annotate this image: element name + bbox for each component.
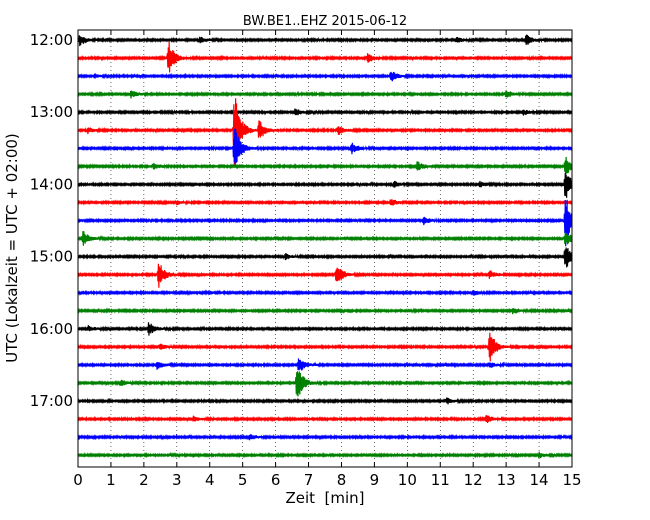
trace-row-12 (77, 247, 573, 268)
trace-row-18 (77, 358, 573, 371)
trace-row-7 (77, 156, 573, 175)
y-tick-label: 15:00 (30, 248, 73, 266)
seismogram-traces (77, 34, 573, 459)
y-tick-label: 13:00 (30, 103, 73, 121)
x-tick-label: 5 (238, 471, 248, 489)
trace-row-5 (77, 98, 573, 167)
x-tick-label: 9 (370, 471, 380, 489)
x-axis-label: Zeit [min] (285, 489, 364, 507)
y-tick-label: 14:00 (30, 175, 73, 193)
trace-row-22 (77, 433, 573, 441)
trace-row-20 (77, 397, 573, 405)
trace-row-21 (77, 414, 573, 424)
trace-row-19 (77, 371, 573, 397)
trace-row-4 (77, 108, 573, 116)
trace-row-16 (77, 322, 573, 336)
x-tick-label: 1 (106, 471, 116, 489)
trace-row-17 (77, 332, 573, 362)
x-tick-label: 11 (431, 471, 450, 489)
x-tick-label: 10 (398, 471, 417, 489)
trace-row-15 (77, 307, 573, 315)
trace-row-14 (77, 289, 573, 297)
trace-row-6 (77, 128, 573, 166)
x-tick-label: 4 (205, 471, 215, 489)
x-gridlines (110, 30, 540, 467)
trace-row-2 (77, 71, 573, 82)
trace-row-1 (77, 41, 573, 73)
chart-title: BW.BE1..EHZ 2015-06-12 (243, 14, 407, 29)
x-axis-ticks: 0 1 2 3 4 5 6 7 8 9 10 11 12 13 14 15 (73, 30, 582, 489)
x-tick-label: 8 (337, 471, 347, 489)
trace-row-8 (77, 172, 573, 198)
x-tick-label: 12 (464, 471, 483, 489)
x-tick-label: 7 (304, 471, 314, 489)
x-tick-label: 2 (139, 471, 149, 489)
trace-row-0 (77, 34, 573, 47)
trace-row-11 (77, 231, 573, 246)
y-tick-label: 16:00 (30, 320, 73, 338)
trace-row-10 (77, 199, 573, 247)
trace-row-3 (77, 90, 573, 99)
x-tick-label: 15 (562, 471, 581, 489)
x-tick-label: 13 (497, 471, 516, 489)
x-tick-label: 0 (73, 471, 83, 489)
y-axis-label: UTC (Lokalzeit = UTC + 02:00) (3, 133, 21, 363)
x-tick-label: 14 (530, 471, 549, 489)
x-tick-label: 6 (271, 471, 281, 489)
y-tick-label: 17:00 (30, 392, 73, 410)
trace-row-13 (77, 263, 573, 288)
trace-row-9 (77, 199, 573, 206)
y-tick-label: 12:00 (30, 31, 73, 49)
y-axis-ticks: 12:00 13:00 14:00 15:00 16:00 17:00 (30, 31, 572, 410)
x-tick-label: 3 (172, 471, 182, 489)
plot-frame (77, 29, 573, 468)
trace-row-23 (77, 451, 573, 459)
